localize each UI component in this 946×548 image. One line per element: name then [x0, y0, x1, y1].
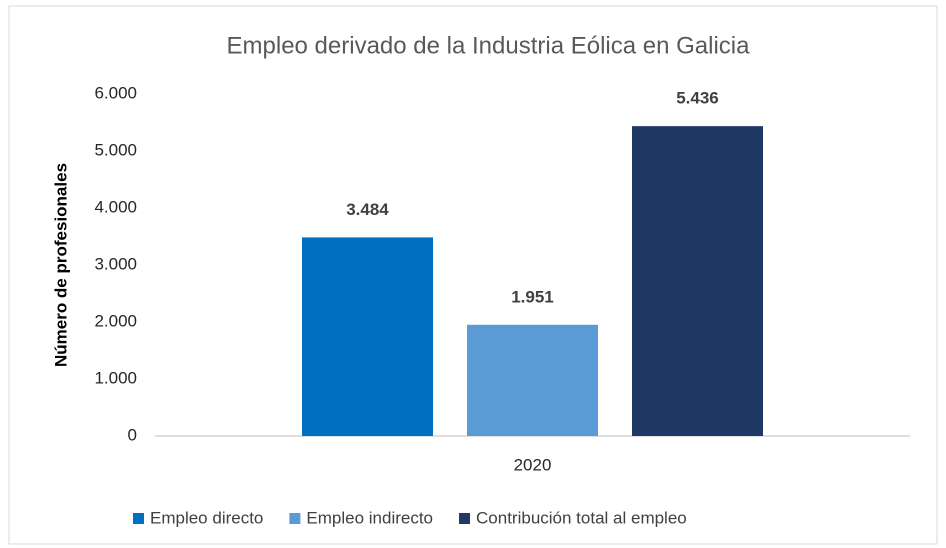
- bar: [302, 237, 433, 436]
- legend-label: Empleo directo: [150, 508, 263, 527]
- y-tick-label: 6.000: [94, 83, 137, 102]
- x-tick-label: 2020: [514, 455, 552, 474]
- chart-title: Empleo derivado de la Industria Eólica e…: [227, 32, 751, 59]
- data-label: 1.951: [511, 287, 554, 306]
- y-tick-label: 4.000: [94, 197, 137, 216]
- legend-label: Contribución total al empleo: [476, 508, 687, 527]
- legend-label: Empleo indirecto: [306, 508, 433, 527]
- bar: [467, 324, 598, 436]
- data-label: 3.484: [346, 200, 389, 219]
- y-axis-title: Número de profesionales: [51, 163, 70, 367]
- data-label: 5.436: [676, 89, 719, 108]
- bar: [632, 126, 763, 436]
- legend-swatch: [289, 513, 301, 524]
- legend-swatch: [459, 513, 471, 524]
- y-tick-label: 5.000: [94, 140, 137, 159]
- y-tick-label: 3.000: [94, 254, 137, 273]
- chart-border: [8, 5, 938, 545]
- y-tick-label: 2.000: [94, 311, 137, 330]
- legend-swatch: [133, 513, 144, 524]
- y-tick-label: 0: [128, 425, 137, 444]
- y-tick-label: 1.000: [94, 368, 137, 387]
